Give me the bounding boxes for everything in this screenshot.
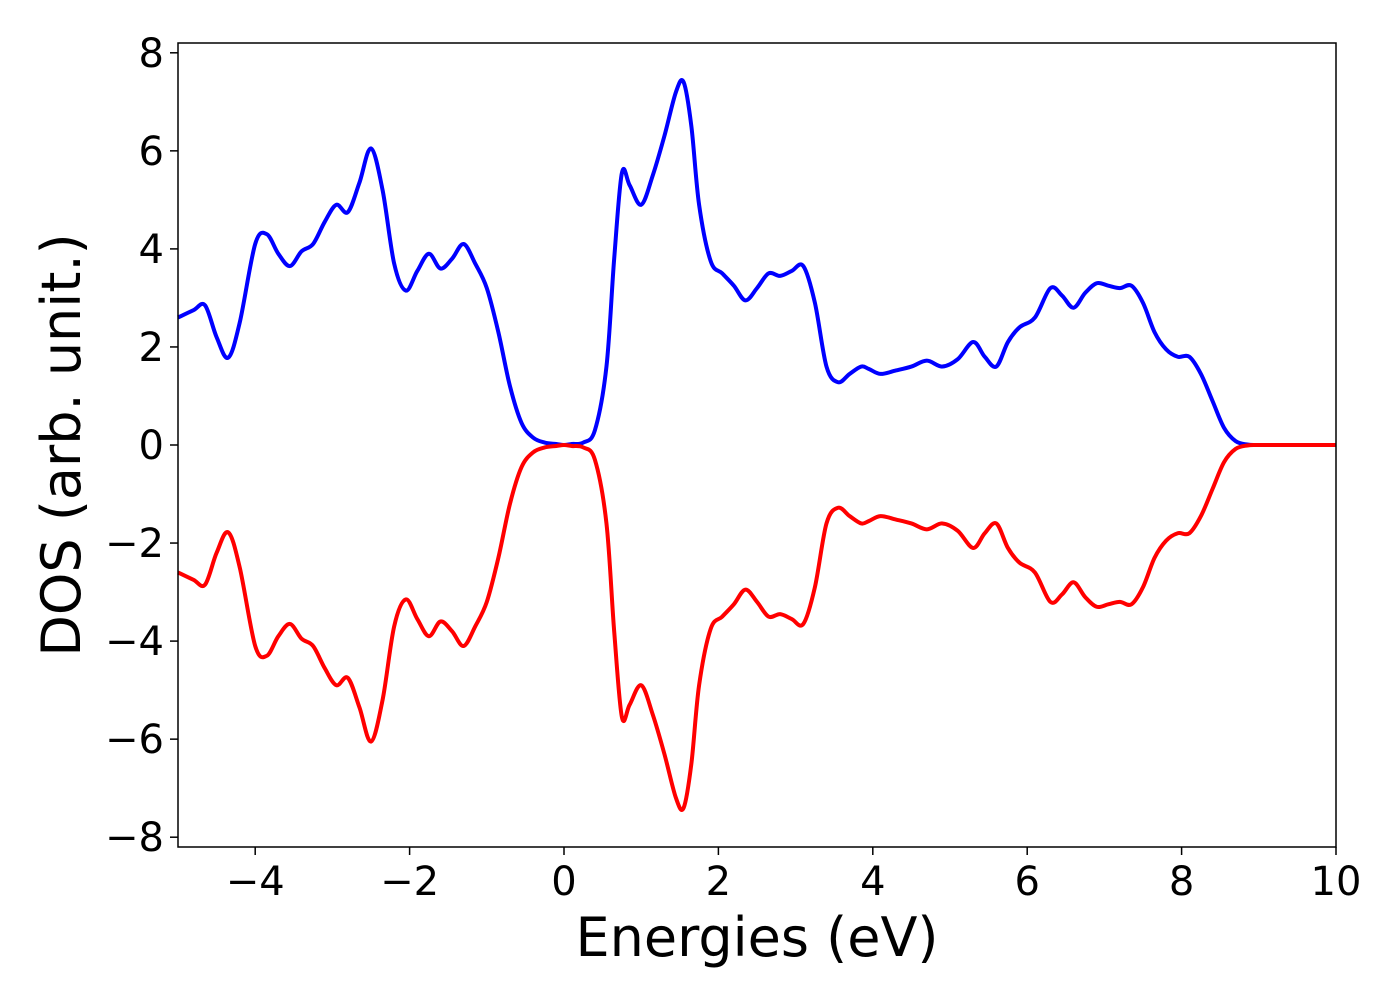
y-tick-label: −4 (105, 619, 164, 665)
x-tick-label: 0 (551, 859, 576, 905)
x-tick-label: −2 (380, 859, 439, 905)
y-tick-label: 6 (139, 129, 164, 175)
series-line-1 (177, 442, 1336, 812)
y-tick-label: −8 (105, 815, 164, 861)
y-tick-label: −6 (105, 717, 164, 763)
x-tick-label: 6 (1014, 859, 1039, 905)
x-tick-label: 2 (706, 859, 731, 905)
x-tick-label: 8 (1169, 859, 1194, 905)
ticks-layer: −4 −2 0 2 4 6 8 10 8 6 4 2 0 −2 −4 −6 −8 (105, 31, 1361, 905)
y-tick-label: 8 (139, 31, 164, 77)
x-tick-label: 4 (860, 859, 885, 905)
x-tick-label: 10 (1311, 859, 1362, 905)
y-tick-label: −2 (105, 521, 164, 567)
plot-frame (177, 42, 1337, 848)
y-tick-label: 2 (139, 325, 164, 371)
x-tick-label: −4 (226, 859, 285, 905)
series-line-0 (177, 78, 1336, 448)
x-axis-label: Energies (eV) (576, 906, 939, 969)
y-axis-label: DOS (arb. unit.) (30, 233, 93, 656)
y-tick-label: 4 (139, 227, 164, 273)
series-layer (177, 78, 1336, 812)
y-tick-label: 0 (139, 423, 164, 469)
